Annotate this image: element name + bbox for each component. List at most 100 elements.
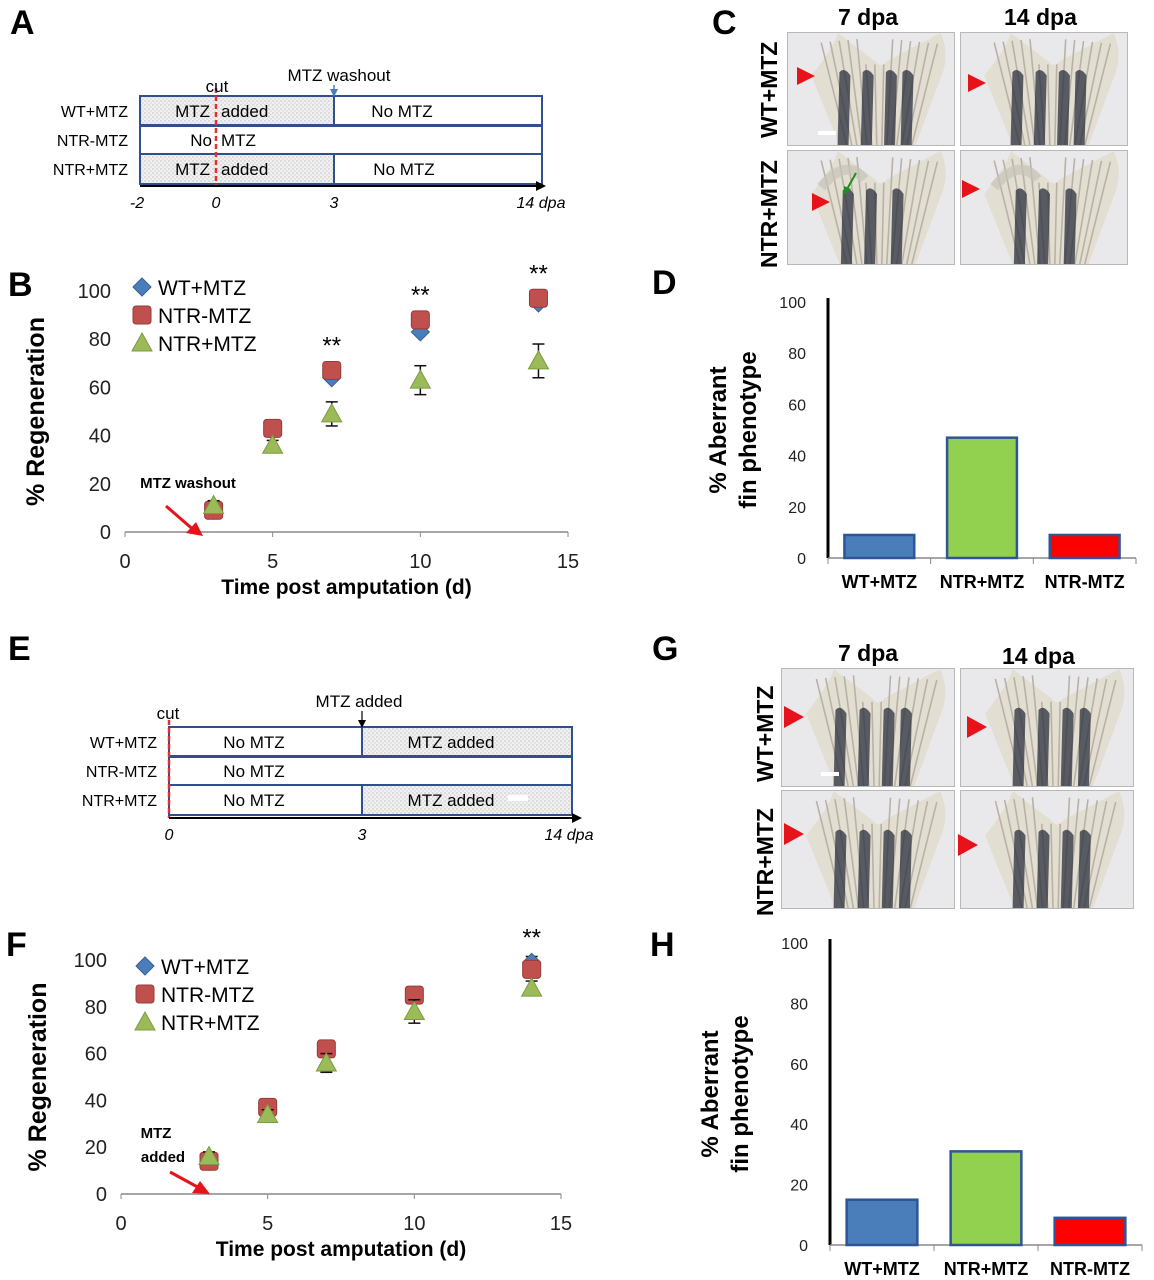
data-point-triangle (261, 434, 284, 454)
x-tick-label: 15 (550, 1213, 572, 1235)
x-tick-label: NTR+MTZ (940, 572, 1025, 592)
fin-ray (911, 161, 939, 264)
y-axis-title-line: % Aberrant (697, 1030, 724, 1157)
col-header-14dpa-c: 14 dpa (1004, 4, 1077, 30)
panel-label-g: G (652, 630, 679, 668)
y-tick-label: 0 (797, 551, 806, 568)
legend-label: WT+MTZ (161, 956, 249, 979)
x-tick-label: 10 (403, 1213, 425, 1235)
y-tick-label: 60 (89, 377, 111, 399)
y-tick-label: 20 (85, 1137, 107, 1159)
pigment-stripe (1060, 707, 1074, 786)
y-tick-label: 0 (799, 1238, 808, 1255)
timeline-tick: 0 (165, 827, 174, 844)
col-header-7dpa-c: 7 dpa (838, 4, 899, 30)
amputation-arrow-icon (784, 706, 804, 728)
bar (845, 1198, 919, 1247)
y-tick-label: 40 (790, 1117, 808, 1134)
pigment-stripe (1036, 829, 1050, 908)
plot-area (202, 288, 550, 521)
fin-ray (901, 159, 921, 264)
bar (949, 1150, 1023, 1247)
pigment-stripe (1012, 707, 1026, 786)
data-point-square (522, 959, 542, 979)
amputation-arrow-icon (812, 193, 830, 211)
data-point-triangle (202, 494, 225, 514)
data-point-square (135, 984, 155, 1004)
data-point-triangle (527, 349, 550, 370)
fin-ray (909, 801, 938, 908)
added-label-e: MTZ added (316, 692, 403, 711)
fin-ray (1058, 157, 1067, 264)
bar (1048, 533, 1121, 560)
fin-ray (1050, 701, 1054, 786)
timeline-a: cut MTZ washout WT+MTZ NTR-MTZ NTR+MTZ M… (53, 66, 566, 212)
pigment-stripe (1013, 188, 1027, 264)
aberrant-bar-chart-d: 0 20 40 60 80 100 WT+MTZ NTR+MTZ NTR-MTZ % Aberra… (705, 295, 1137, 592)
data-point-diamond (135, 956, 155, 976)
pigment-stripe (857, 707, 871, 786)
row-label: NTR+MTZ (82, 793, 157, 810)
timeline-a-row-3-box (139, 153, 543, 185)
legend-label: NTR-MTZ (158, 305, 251, 328)
data-point-square (132, 305, 152, 325)
segment-label: No MTZ (223, 791, 284, 810)
bar (843, 533, 916, 560)
amputation-arrow-icon (958, 834, 978, 856)
fin-ray (1088, 801, 1117, 908)
row-label: NTR-MTZ (86, 764, 157, 781)
panel-label-d: D (652, 264, 677, 302)
segment-label: MTZ added (408, 733, 495, 752)
timeline-tick: 3 (330, 195, 339, 212)
y-tick-label: 40 (89, 426, 111, 448)
timeline-tick: 14 dpa (517, 195, 566, 212)
legend-label: NTR-MTZ (161, 984, 254, 1007)
y-tick-label: 100 (779, 295, 806, 312)
fin-image-ntr-14dpa-g (960, 790, 1134, 909)
significance-label: ** (522, 925, 541, 952)
scale-bar-c (818, 131, 836, 135)
data-point-triangle (134, 1010, 156, 1031)
segment-label: added (221, 160, 268, 179)
bar (945, 436, 1019, 560)
data-point-diamond (132, 277, 152, 297)
segment-label: No MTZ (371, 102, 432, 121)
y-tick-label: 0 (96, 1184, 107, 1206)
y-tick-label: 80 (790, 996, 808, 1013)
pigment-stripe (1077, 829, 1091, 908)
pigment-stripe (1077, 707, 1091, 786)
fin-defect (817, 164, 869, 191)
amputation-arrow-icon (784, 823, 804, 845)
panel-label-h: H (650, 926, 675, 964)
fin-ray (881, 64, 885, 145)
pigment-stripe (881, 707, 895, 786)
legend-label: WT+MTZ (158, 277, 246, 300)
fin-ray (1050, 823, 1054, 908)
fin-ray (881, 182, 885, 264)
fin-ray (874, 64, 878, 145)
y-axis-title-line: fin phenotype (727, 1015, 754, 1172)
annotation-text: added (141, 1149, 185, 1166)
fin-ray (847, 157, 863, 264)
fin-ray (847, 39, 863, 145)
pigment-stripe (860, 70, 874, 145)
significance-label: ** (529, 260, 548, 287)
data-point-triangle (131, 331, 153, 352)
y-tick-label: 100 (74, 950, 107, 972)
legend-label: NTR+MTZ (158, 333, 257, 356)
pigment-stripe (1060, 829, 1074, 908)
segment-label: No (190, 131, 212, 150)
row-label: NTR+MTZ (53, 162, 128, 179)
fin-ray (1022, 798, 1039, 908)
row-header-ntr-g: NTR+MTZ (752, 808, 778, 916)
pigment-stripe (833, 707, 847, 786)
washout-label-a: MTZ washout (288, 66, 391, 85)
pigment-stripe (1057, 70, 1070, 145)
data-point-triangle (256, 1103, 279, 1123)
y-tick-label: 20 (89, 474, 111, 496)
plot-area (198, 952, 543, 1171)
y-tick-label: 80 (89, 329, 111, 351)
row-label: WT+MTZ (61, 104, 128, 121)
segment-label: added (221, 102, 268, 121)
significance-label: ** (411, 282, 430, 309)
